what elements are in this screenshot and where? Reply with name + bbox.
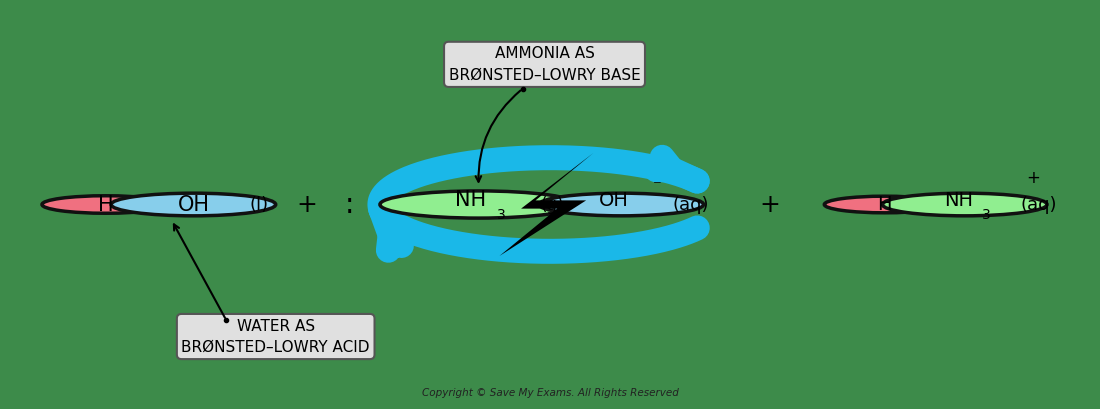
Text: (aq): (aq) <box>1020 196 1056 213</box>
Text: (g): (g) <box>540 196 564 213</box>
Ellipse shape <box>882 193 1047 216</box>
Text: +: + <box>1026 169 1039 187</box>
Ellipse shape <box>824 196 945 213</box>
Ellipse shape <box>379 191 578 218</box>
Text: AMMONIA AS
BRØNSTED–LOWRY BASE: AMMONIA AS BRØNSTED–LOWRY BASE <box>449 46 640 82</box>
Text: :: : <box>344 191 354 218</box>
Text: OH: OH <box>177 195 209 214</box>
Polygon shape <box>499 153 593 256</box>
Text: H: H <box>878 195 892 214</box>
Text: H: H <box>98 195 113 214</box>
Text: NH: NH <box>455 191 486 211</box>
Text: Copyright © Save My Exams. All Rights Reserved: Copyright © Save My Exams. All Rights Re… <box>421 389 679 398</box>
Text: 3: 3 <box>497 208 506 222</box>
Text: NH: NH <box>944 191 972 210</box>
Text: 3: 3 <box>982 208 991 222</box>
Text: +: + <box>296 193 317 216</box>
Text: +: + <box>759 193 780 216</box>
Text: (l): (l) <box>250 196 268 213</box>
Text: (aq): (aq) <box>672 196 708 213</box>
Ellipse shape <box>42 196 169 213</box>
Text: OH: OH <box>598 191 628 210</box>
Ellipse shape <box>111 193 276 216</box>
Ellipse shape <box>539 193 704 216</box>
Text: ⁻: ⁻ <box>653 177 662 195</box>
Text: WATER AS
BRØNSTED–LOWRY ACID: WATER AS BRØNSTED–LOWRY ACID <box>182 319 370 355</box>
